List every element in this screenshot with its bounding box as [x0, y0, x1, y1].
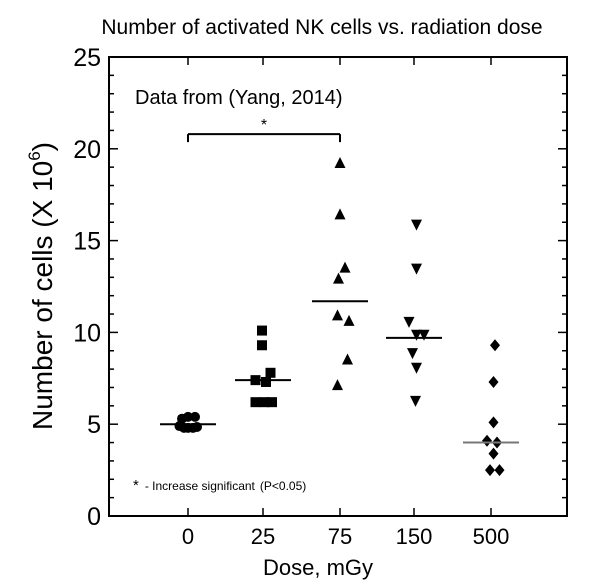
- footnote: * - Increase significant (P<0.05): [133, 477, 306, 494]
- data-point: [411, 329, 422, 341]
- data-point: [334, 156, 346, 168]
- data-point: [411, 219, 422, 231]
- data-point: [488, 375, 499, 388]
- axis-ticks: [109, 56, 567, 517]
- data-point: [267, 397, 277, 408]
- data-point: [257, 325, 267, 336]
- data-point: [333, 272, 344, 284]
- footnote-text: - Increase significant: [145, 479, 256, 493]
- data-point: [183, 411, 193, 422]
- data-point: [485, 464, 495, 477]
- data-source-annotation: Data from (Yang, 2014): [135, 87, 343, 109]
- data-point: [332, 379, 343, 391]
- y-tick-label: 20: [73, 136, 101, 164]
- median-lines: [160, 300, 519, 444]
- y-tick-label: 0: [87, 503, 101, 531]
- data-point: [250, 397, 261, 408]
- x-tick-label: 500: [473, 524, 510, 549]
- y-axis-label-main: Number of cells (X 10: [27, 161, 58, 430]
- y-axis-label-close: ): [27, 142, 58, 151]
- data-point: [418, 329, 430, 341]
- data-point: [257, 340, 267, 351]
- footnote-star: *: [133, 477, 139, 494]
- data-point: [261, 376, 271, 387]
- y-tick-label: 25: [73, 44, 101, 72]
- data-point: [190, 411, 200, 422]
- data-point: [407, 348, 418, 360]
- y-tick-labels: 0 5 10 15 20 25: [73, 44, 101, 531]
- data-point: [332, 309, 343, 321]
- data-point: [488, 416, 499, 429]
- data-point: [490, 339, 500, 352]
- data-point: [343, 314, 355, 326]
- x-tick-label: 150: [396, 524, 433, 549]
- data-point: [334, 208, 346, 220]
- data-point: [411, 263, 422, 275]
- data-point: [403, 316, 415, 328]
- plot-frame: [108, 56, 568, 517]
- y-tick-label: 10: [73, 319, 101, 347]
- data-point: [488, 447, 499, 460]
- data-point: [410, 395, 421, 407]
- x-axis-label: Dose, mGy: [263, 555, 373, 580]
- significance-star: *: [261, 117, 267, 134]
- data-point: [411, 362, 422, 374]
- y-axis-label-exponent: 6: [25, 151, 44, 160]
- data-point: [259, 397, 270, 408]
- x-tick-label: 0: [182, 524, 194, 549]
- data-point: [339, 261, 351, 273]
- chart-title: Number of activated NK cells vs. radiati…: [101, 16, 542, 39]
- data-point: [494, 464, 505, 477]
- data-points: [174, 156, 505, 477]
- x-tick-labels: 0 25 75 150 500: [182, 524, 509, 549]
- data-point: [342, 353, 353, 365]
- y-tick-label: 15: [73, 228, 101, 256]
- x-tick-label: 75: [328, 524, 352, 549]
- x-tick-label: 25: [251, 524, 275, 549]
- data-point: [482, 434, 492, 447]
- y-tick-label: 5: [87, 411, 101, 439]
- y-axis-label: Number of cells (X 106): [25, 142, 58, 430]
- data-point: [265, 367, 276, 378]
- significance-bracket: *: [187, 117, 341, 143]
- footnote-p: (P<0.05): [260, 479, 306, 493]
